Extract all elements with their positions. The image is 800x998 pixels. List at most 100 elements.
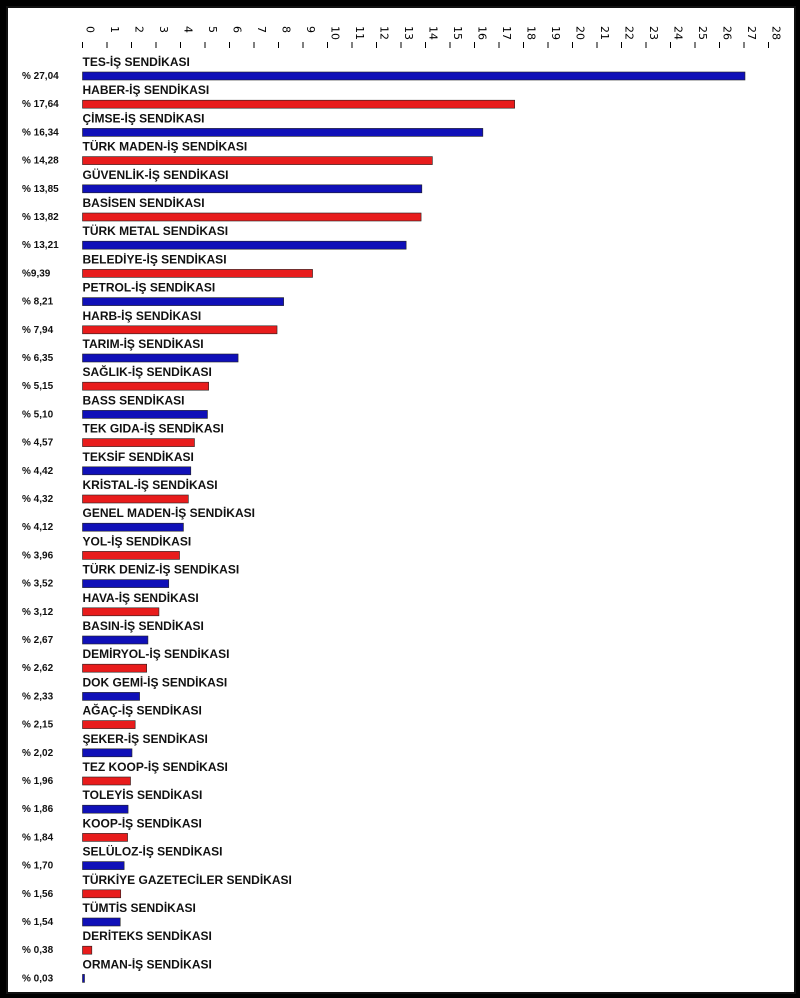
- x-tick-label: 5: [206, 26, 219, 33]
- value-label: % 5,15: [22, 381, 54, 392]
- value-label: % 14,28: [22, 156, 59, 167]
- value-label: % 4,57: [22, 438, 54, 449]
- x-tick: 20: [572, 26, 587, 48]
- bar: [82, 720, 136, 729]
- bar: [82, 748, 133, 758]
- x-tick-label: 10: [329, 26, 342, 40]
- value-label: % 4,32: [22, 494, 54, 505]
- category-label: TEKSİF SENDİKASI: [83, 449, 194, 464]
- bar: [82, 776, 131, 786]
- value-label: % 0,03: [22, 973, 54, 984]
- category-label: ŞEKER-İŞ SENDİKASI: [83, 731, 208, 746]
- bar: [82, 353, 239, 363]
- category-label: DEMİRYOL-İŞ SENDİKASI: [83, 646, 230, 661]
- category-label: TÜRK DENİZ-İŞ SENDİKASI: [83, 562, 240, 577]
- x-tick: 4: [180, 26, 195, 48]
- bar: [82, 607, 160, 617]
- category-label: DERİTEKS SENDİKASI: [83, 928, 212, 943]
- x-tick-label: 15: [451, 26, 464, 40]
- bar: [82, 269, 313, 278]
- value-label: % 1,56: [22, 889, 54, 900]
- bar: [82, 833, 128, 842]
- bar: [82, 381, 209, 391]
- bar: [82, 184, 423, 194]
- x-tick-label: 12: [378, 26, 391, 40]
- bar: [82, 579, 170, 588]
- category-label: BASS SENDİKASI: [83, 392, 185, 407]
- category-label: BASIN-İŞ SENDİKASI: [83, 618, 204, 633]
- bar: [82, 325, 278, 335]
- x-tick-label: 7: [255, 26, 268, 33]
- value-label: % 0,38: [22, 945, 54, 956]
- category-label: BASİSEN SENDİKASI: [83, 195, 205, 210]
- bar: [82, 945, 93, 955]
- category-label: GENEL MADEN-İŞ SENDİKASI: [83, 505, 255, 520]
- x-tick-label: 22: [623, 26, 636, 40]
- bar: [82, 71, 746, 81]
- value-label: % 27,04: [22, 71, 59, 82]
- x-tick: 5: [204, 26, 219, 48]
- x-tick-label: 25: [696, 26, 709, 40]
- category-label: TÜMTİS SENDİKASI: [83, 900, 196, 915]
- x-tick-label: 17: [500, 26, 513, 40]
- value-label: % 4,12: [22, 522, 54, 533]
- value-label: % 3,52: [22, 579, 54, 590]
- x-tick-label: 21: [598, 26, 611, 40]
- category-label: YOL-İŞ SENDİKASI: [83, 533, 192, 548]
- x-tick: 2: [131, 26, 146, 48]
- bar: [82, 551, 180, 560]
- category-label: HARB-İŞ SENDİKASI: [83, 308, 202, 323]
- category-label: TÜRKİYE GAZETECİLER SENDİKASI: [83, 872, 292, 887]
- value-label: % 3,96: [22, 550, 54, 561]
- value-label: % 3,12: [22, 607, 54, 618]
- x-tick-label: 2: [133, 26, 146, 33]
- category-label: HAVA-İŞ SENDİKASI: [83, 590, 199, 605]
- x-tick-label: 13: [402, 26, 415, 40]
- bar: [82, 212, 422, 222]
- bar: [82, 99, 515, 109]
- bar: [82, 889, 122, 899]
- x-tick-label: 20: [574, 26, 587, 40]
- value-label: % 13,85: [22, 184, 59, 195]
- x-tick-label: 8: [280, 26, 293, 33]
- x-tick: 6: [229, 26, 244, 48]
- value-label: % 13,82: [22, 212, 59, 223]
- bar: [82, 692, 140, 701]
- value-label: % 1,70: [22, 861, 54, 872]
- bar: [82, 861, 125, 870]
- x-tick: 9: [302, 26, 317, 48]
- x-tick-label: 4: [182, 26, 195, 33]
- bar: [82, 522, 184, 532]
- x-tick: 14: [425, 26, 440, 48]
- x-tick: 26: [719, 26, 734, 48]
- x-tick: 8: [278, 26, 293, 48]
- value-label: % 5,10: [22, 409, 54, 420]
- bar: [82, 494, 189, 504]
- x-tick: 23: [645, 26, 660, 48]
- x-tick-label: 27: [745, 26, 758, 40]
- category-label: TOLEYİS SENDİKASI: [83, 787, 203, 802]
- bar: [82, 635, 149, 645]
- x-tick-label: 1: [108, 26, 121, 33]
- x-tick: 0: [82, 26, 97, 48]
- value-label: % 1,54: [22, 917, 54, 928]
- x-tick-label: 11: [353, 26, 366, 40]
- bar: [82, 974, 85, 983]
- x-tick: 18: [523, 26, 538, 48]
- x-tick-label: 14: [427, 26, 440, 40]
- x-tick-label: 3: [157, 26, 170, 33]
- category-label: KRİSTAL-İŞ SENDİKASI: [83, 477, 218, 492]
- x-tick: 16: [474, 26, 489, 48]
- x-tick: 7: [253, 26, 268, 48]
- x-tick-label: 16: [476, 26, 489, 40]
- bar: [82, 663, 147, 673]
- value-label: % 4,42: [22, 466, 54, 477]
- x-tick-label: 9: [304, 26, 317, 33]
- bar: [82, 410, 208, 419]
- value-label: % 13,21: [22, 240, 59, 251]
- x-tick: 27: [743, 26, 758, 48]
- category-label: BELEDİYE-İŞ SENDİKASI: [83, 251, 227, 266]
- value-label: % 6,35: [22, 353, 54, 364]
- value-label: % 2,67: [22, 635, 54, 646]
- value-label: %9,39: [22, 268, 51, 279]
